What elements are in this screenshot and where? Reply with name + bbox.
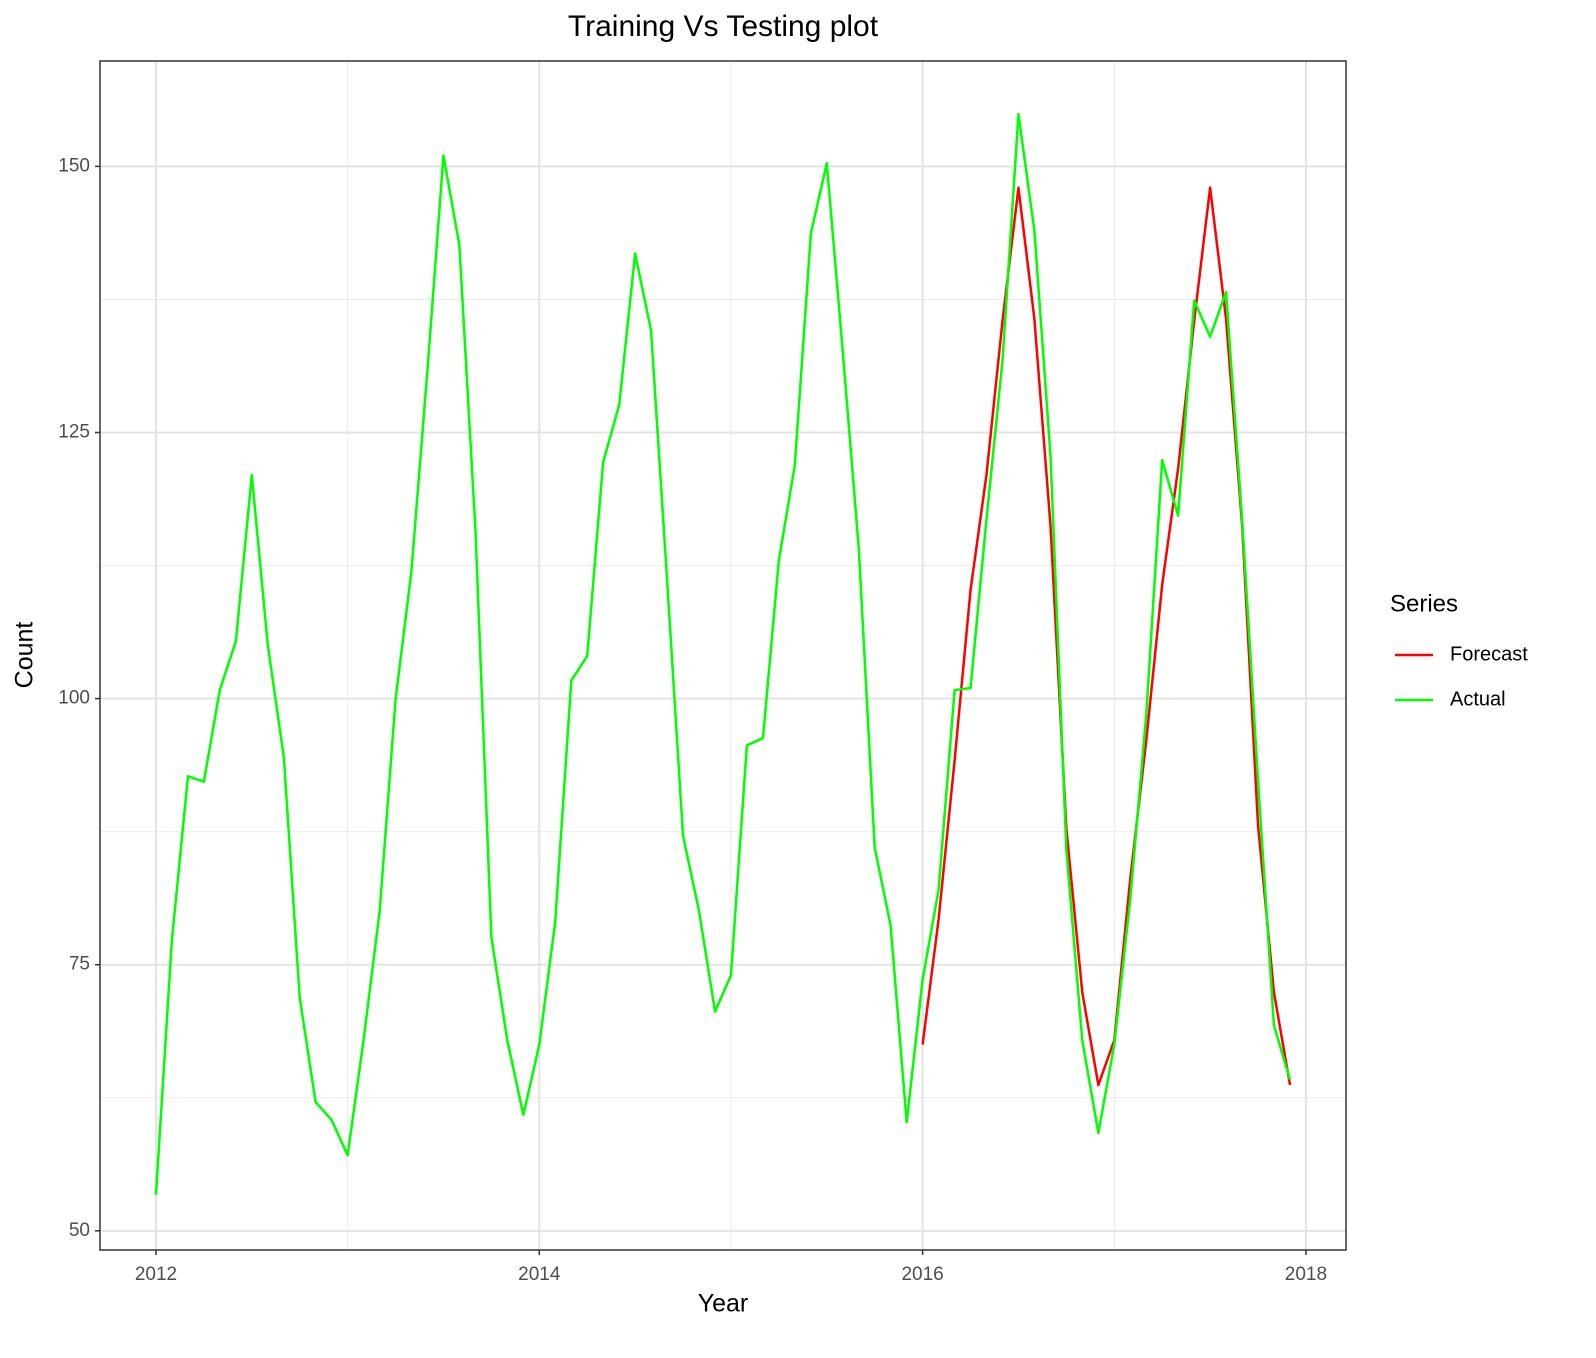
x-tick-label: 2012 [135,1264,177,1285]
y-axis-label: Count [11,622,39,689]
chart-title: Training Vs Testing plot [568,10,879,43]
y-tick-label: 50 [69,1220,90,1241]
y-tick-label: 75 [69,954,90,975]
legend-title: Series [1390,590,1458,617]
x-tick-label: 2014 [518,1264,561,1285]
y-tick-label: 125 [58,422,90,443]
legend-label: Forecast [1450,643,1528,665]
x-tick-label: 2018 [1285,1264,1327,1285]
y-tick-label: 100 [58,688,90,709]
x-tick-label: 2016 [901,1264,943,1285]
legend-label: Actual [1450,688,1506,710]
y-tick-label: 150 [58,155,90,176]
series-line [921,186,1292,1087]
plot-border [99,60,1347,1251]
series-line [154,112,1292,1195]
x-axis-label: Year [698,1290,749,1318]
